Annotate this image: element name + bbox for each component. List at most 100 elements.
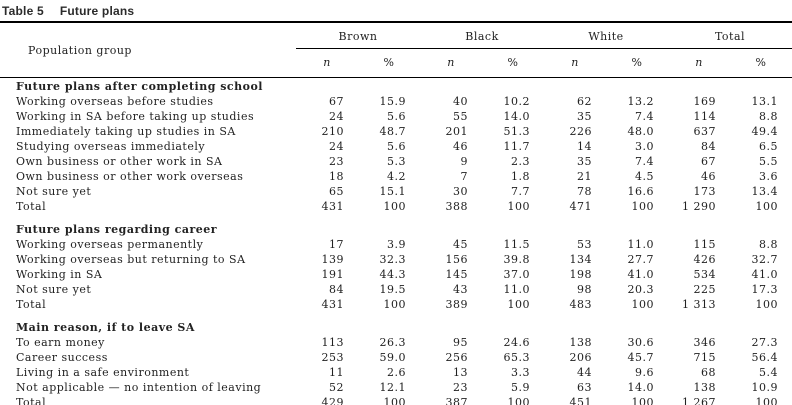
row-label: Not sure yet (16, 185, 92, 198)
section-header-row: Future plans regarding career (0, 215, 792, 238)
cell-value: 156 (445, 253, 468, 266)
cell-value: 8.8 (759, 110, 779, 123)
cell-value: 431 (321, 200, 344, 213)
cell-value: 16.6 (627, 185, 654, 198)
cell-value: 173 (693, 185, 716, 198)
cell-value: 11.5 (503, 238, 530, 251)
row-label: Not applicable — no intention of leaving (16, 381, 262, 394)
cell-value: 7 (460, 170, 468, 183)
cell-value: 451 (569, 396, 592, 405)
cell-value: 138 (569, 336, 592, 349)
table-row: Total 431 100 388 100 471 100 1 290 100 (0, 200, 792, 215)
section-header: Future plans after completing school (16, 80, 263, 93)
cell-value: 225 (693, 283, 716, 296)
group-header-row: Population group Brown Black White Total (0, 23, 792, 78)
cell-value: 52 (329, 381, 344, 394)
cell-value: 9.6 (635, 366, 654, 379)
table-row: Total 431 100 389 100 483 100 1 313 100 (0, 298, 792, 313)
cell-value: 1 313 (682, 298, 716, 311)
row-label: Studying overseas immediately (16, 140, 206, 153)
section-header: Future plans regarding career (16, 223, 218, 236)
cell-value: 100 (755, 200, 779, 213)
subheader-white-n: n (544, 48, 606, 78)
cell-value: 41.0 (751, 268, 779, 281)
cell-value: 1 267 (682, 396, 716, 405)
cell-value: 253 (321, 351, 344, 364)
row-label: Career success (16, 351, 108, 364)
cell-value: 100 (631, 200, 654, 213)
cell-value: 100 (383, 298, 406, 311)
cell-value: 17.3 (751, 283, 779, 296)
cell-value: 134 (569, 253, 592, 266)
cell-value: 114 (693, 110, 716, 123)
subheader-total-pct: % (730, 48, 792, 78)
cell-value: 2.6 (387, 366, 406, 379)
cell-value: 78 (577, 185, 592, 198)
cell-value: 256 (445, 351, 468, 364)
cell-value: 59.0 (379, 351, 406, 364)
cell-value: 7.4 (635, 155, 654, 168)
cell-value: 10.2 (503, 95, 530, 108)
cell-value: 191 (321, 268, 344, 281)
row-label: Immediately taking up studies in SA (16, 125, 236, 138)
group-header-total: Total (668, 23, 792, 49)
cell-value: 11.7 (503, 140, 530, 153)
cell-value: 6.5 (759, 140, 779, 153)
cell-value: 39.8 (503, 253, 530, 266)
cell-value: 431 (321, 298, 344, 311)
cell-value: 8.8 (759, 238, 779, 251)
cell-value: 14.0 (627, 381, 654, 394)
cell-value: 65.3 (503, 351, 530, 364)
cell-value: 27.3 (751, 336, 779, 349)
cell-value: 100 (631, 298, 654, 311)
table-caption: Table 5 Future plans (0, 0, 792, 23)
cell-value: 84 (329, 283, 344, 296)
row-label: Living in a safe environment (16, 366, 190, 379)
cell-value: 23 (453, 381, 468, 394)
cell-value: 426 (693, 253, 716, 266)
cell-value: 49.4 (751, 125, 779, 138)
cell-value: 95 (453, 336, 468, 349)
cell-value: 35 (577, 155, 592, 168)
cell-value: 17 (329, 238, 344, 251)
cell-value: 389 (445, 298, 468, 311)
subheader-brown-pct: % (358, 48, 420, 78)
cell-value: 100 (507, 396, 530, 405)
cell-value: 11 (329, 366, 344, 379)
row-label: Own business or other work in SA (16, 155, 223, 168)
cell-value: 30.6 (627, 336, 654, 349)
future-plans-table: Population group Brown Black White Total… (0, 23, 792, 405)
cell-value: 20.3 (627, 283, 654, 296)
table-row: Own business or other work in SA 23 5.3 9 2.… (0, 155, 792, 170)
cell-value: 534 (693, 268, 716, 281)
cell-value: 138 (693, 381, 716, 394)
cell-value: 23 (329, 155, 344, 168)
cell-value: 56.4 (751, 351, 779, 364)
table-row: Career success 253 59.0 256 65.3 206 45.7 715 56… (0, 351, 792, 366)
cell-value: 346 (693, 336, 716, 349)
cell-value: 67 (701, 155, 716, 168)
cell-value: 637 (693, 125, 716, 138)
cell-value: 14.0 (503, 110, 530, 123)
cell-value: 7.4 (635, 110, 654, 123)
cell-value: 100 (507, 298, 530, 311)
row-label: Working overseas before studies (16, 95, 214, 108)
cell-value: 2.3 (511, 155, 530, 168)
cell-value: 4.5 (635, 170, 654, 183)
cell-value: 13.2 (627, 95, 654, 108)
table-row: Working in SA before taking up studies 24… (0, 110, 792, 125)
cell-value: 98 (577, 283, 592, 296)
group-header-white: White (544, 23, 668, 49)
cell-value: 113 (321, 336, 344, 349)
cell-value: 198 (569, 268, 592, 281)
section-header: Main reason, if to leave SA (16, 321, 195, 334)
table-caption-label: Table 5 (2, 4, 44, 18)
cell-value: 11.0 (503, 283, 530, 296)
cell-value: 5.9 (511, 381, 530, 394)
cell-value: 32.7 (751, 253, 779, 266)
subheader-black-pct: % (482, 48, 544, 78)
cell-value: 3.0 (635, 140, 654, 153)
table-row: To earn money 113 26.3 95 24.6 138 30.6 346 27.3 (0, 336, 792, 351)
row-label: Total (16, 298, 47, 311)
table-row: Living in a safe environment 11 2.6 13 3.3 44… (0, 366, 792, 381)
